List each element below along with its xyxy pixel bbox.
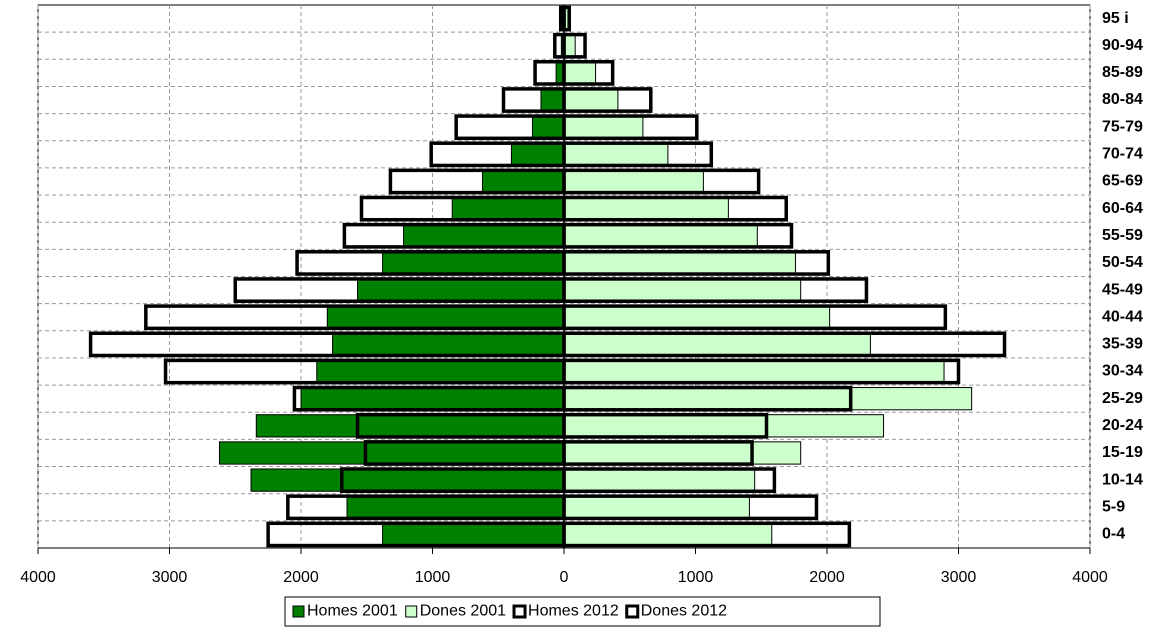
bar: [218, 441, 565, 465]
bar: [326, 305, 565, 329]
bar: [563, 441, 802, 465]
bar: [563, 88, 619, 112]
bar: [250, 468, 565, 492]
bar: [255, 414, 565, 438]
bar: [563, 251, 796, 275]
bar: [510, 142, 565, 166]
x-tick-label: 1000: [415, 569, 451, 586]
legend-box: [284, 596, 881, 627]
y-tick-label: 75-79: [1102, 118, 1143, 135]
bar: [382, 251, 565, 275]
y-tick-label: 85-89: [1102, 64, 1143, 81]
legend-label: Dones 2001: [420, 603, 506, 620]
bar: [563, 169, 704, 194]
x-tick-label: 0: [560, 569, 569, 586]
y-tick-label: 50-54: [1102, 254, 1143, 271]
bar: [563, 387, 973, 411]
legend-swatch: [405, 605, 418, 618]
bar: [357, 278, 565, 302]
y-tick-label: 15-19: [1102, 444, 1143, 461]
y-tick-label: 60-64: [1102, 200, 1143, 217]
x-tick-label: 2000: [809, 569, 845, 586]
bar: [531, 115, 565, 139]
bar: [563, 414, 885, 438]
y-tick-label: 5-9: [1102, 498, 1125, 515]
bar: [332, 332, 565, 357]
bar: [316, 359, 565, 384]
y-tick-label: 70-74: [1102, 146, 1143, 163]
bar: [563, 305, 831, 329]
bar: [563, 224, 758, 248]
legend-label: Homes 2001: [307, 603, 398, 620]
bar: [563, 278, 802, 302]
legend-swatch: [292, 605, 305, 618]
x-tick-label: 3000: [152, 569, 188, 586]
bar: [563, 115, 644, 139]
bar: [481, 169, 565, 194]
y-tick-label: 65-69: [1102, 173, 1143, 190]
y-tick-label: 80-84: [1102, 91, 1143, 108]
bar: [563, 332, 871, 357]
y-tick-label: 90-94: [1102, 37, 1143, 54]
y-tick-label: 40-44: [1102, 308, 1143, 325]
bar: [451, 196, 565, 221]
legend-swatch: [512, 604, 527, 619]
bar: [403, 224, 565, 248]
x-tick-label: 4000: [1072, 569, 1108, 586]
y-tick-label: 35-39: [1102, 336, 1143, 353]
bar: [563, 495, 750, 519]
y-tick-label: 25-29: [1102, 390, 1143, 407]
y-tick-label: 0-4: [1102, 526, 1125, 543]
y-tick-label: 30-34: [1102, 363, 1143, 380]
x-tick-label: 3000: [941, 569, 977, 586]
bar: [563, 196, 729, 221]
y-tick-label: 10-14: [1102, 471, 1143, 488]
x-tick-label: 1000: [678, 569, 714, 586]
bar: [563, 142, 669, 166]
x-tick-label: 2000: [283, 569, 319, 586]
legend-label: Homes 2012: [528, 603, 619, 620]
bar: [563, 61, 597, 85]
legend-label: Dones 2012: [641, 603, 727, 620]
bar: [540, 88, 565, 112]
bar: [563, 359, 945, 384]
bar: [563, 468, 756, 492]
bar: [300, 387, 565, 411]
x-tick-label: 4000: [20, 569, 56, 586]
y-tick-label: 45-49: [1102, 281, 1143, 298]
y-tick-label: 20-24: [1102, 417, 1143, 434]
bar: [563, 522, 773, 547]
y-tick-label: 55-59: [1102, 227, 1143, 244]
y-tick-label: 95 i: [1102, 10, 1129, 27]
bar: [346, 495, 565, 519]
legend-swatch: [625, 604, 640, 619]
bar: [382, 522, 565, 547]
